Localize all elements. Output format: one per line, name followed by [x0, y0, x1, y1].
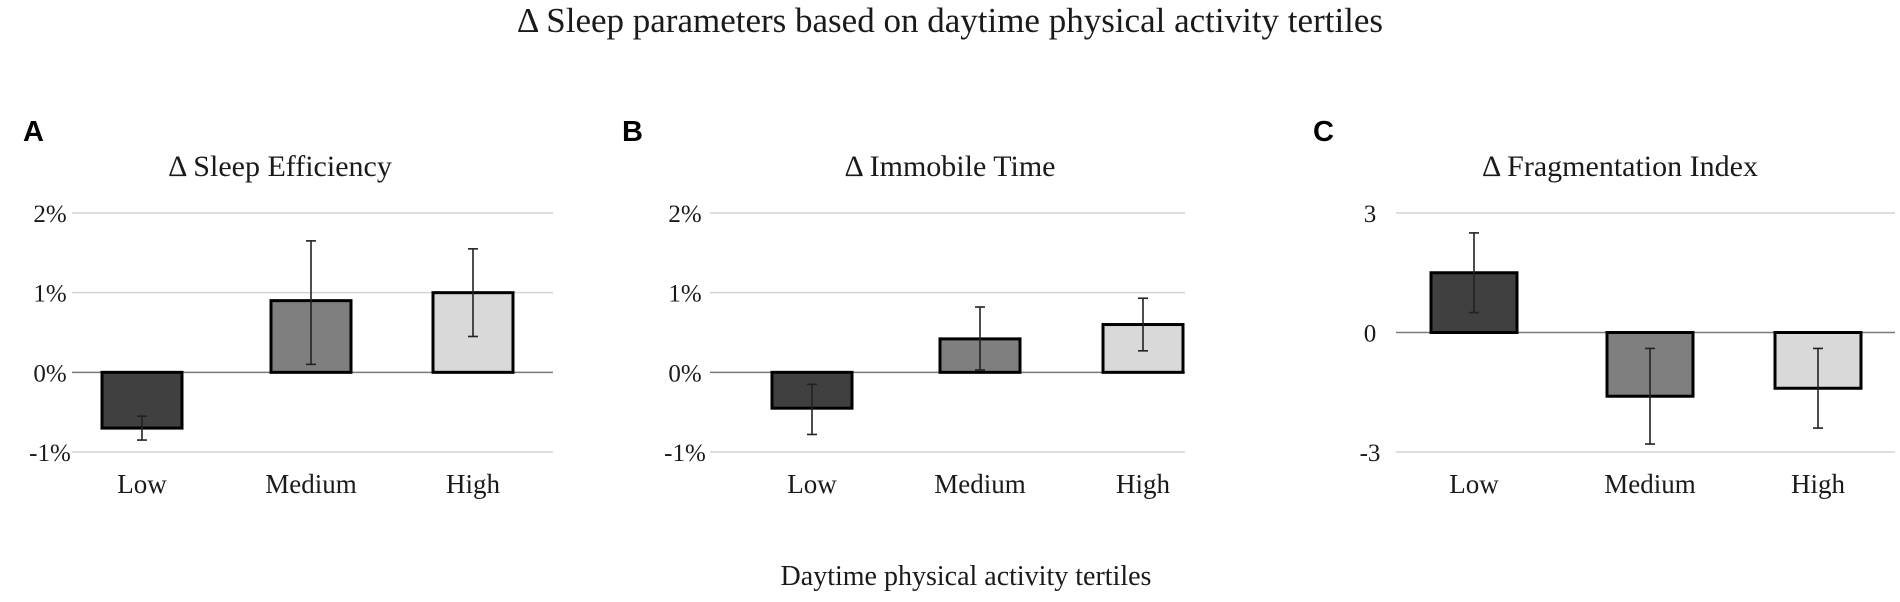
y-tick-label: -1%	[29, 440, 71, 467]
category-label: High	[446, 469, 501, 499]
category-label: High	[1791, 469, 1846, 499]
panel-letter: B	[622, 116, 643, 148]
y-tick-label: 0%	[668, 360, 701, 387]
panel-title: Δ Sleep Efficiency	[168, 150, 392, 183]
category-label: Medium	[265, 469, 357, 499]
category-label: Low	[117, 469, 167, 499]
error-bar	[137, 415, 147, 441]
y-tick-label: 0%	[33, 360, 66, 387]
panel-a: A Δ Sleep Efficiency -1% 0% 1% 2% Low Medium Hig…	[23, 116, 553, 499]
error-bar	[468, 248, 478, 338]
error-bar	[1138, 297, 1148, 352]
y-tick-label: 1%	[668, 281, 701, 308]
category-label: Medium	[934, 469, 1026, 499]
y-tick-label: -3	[1360, 440, 1381, 467]
panel-letter: A	[23, 116, 44, 148]
panel-title: Δ Fragmentation Index	[1482, 150, 1758, 183]
error-bar	[807, 383, 817, 436]
category-label: Low	[1449, 469, 1499, 499]
x-axis-label: Daytime physical activity tertiles	[781, 561, 1152, 592]
panels: A Δ Sleep Efficiency -1% 0% 1% 2% Low Medium Hig…	[23, 116, 1895, 499]
panel-title: Δ Immobile Time	[845, 150, 1056, 183]
error-bar	[1813, 347, 1823, 429]
category-label: High	[1116, 469, 1171, 499]
y-tick-label: -1%	[664, 440, 706, 467]
y-tick-label: 1%	[33, 281, 66, 308]
main-title: Δ Sleep parameters based on daytime phys…	[517, 1, 1383, 40]
category-label: Low	[787, 469, 837, 499]
panel-c: C Δ Fragmentation Index -3 0 3 Low Medium High	[1313, 116, 1895, 499]
category-label: Medium	[1604, 469, 1696, 499]
error-bar	[306, 240, 316, 366]
panel-b: B Δ Immobile Time -1% 0% 1% 2% Low Medium High	[622, 116, 1185, 499]
y-tick-label: 2%	[668, 201, 701, 228]
y-tick-label: 3	[1364, 201, 1377, 228]
error-bar	[1645, 347, 1655, 445]
y-tick-label: 2%	[33, 201, 66, 228]
error-bar	[1469, 232, 1479, 314]
panel-letter: C	[1313, 116, 1334, 148]
y-tick-label: 0	[1364, 321, 1377, 348]
error-bar	[975, 306, 985, 371]
